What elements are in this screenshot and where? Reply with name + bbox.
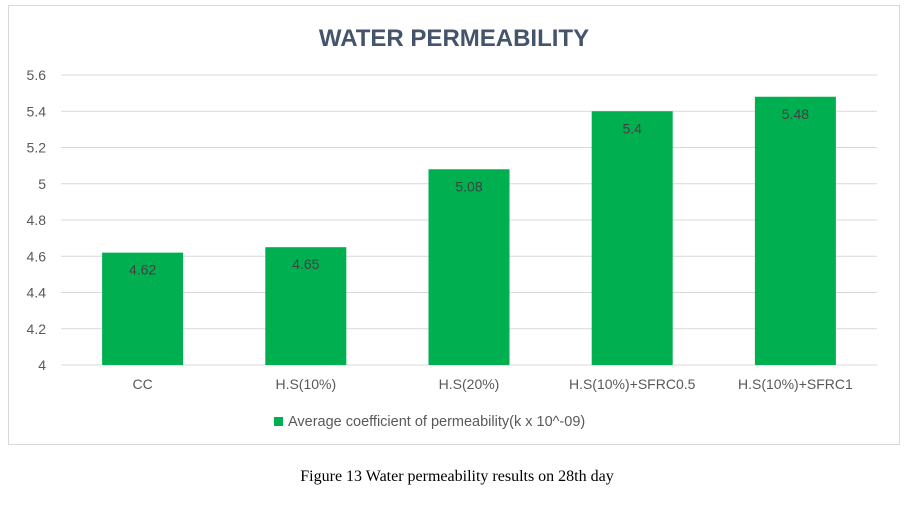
data-label: 4.62: [129, 262, 156, 278]
x-tick-label: H.S(10%)+SFRC1: [738, 376, 853, 392]
data-label: 4.65: [292, 256, 319, 272]
y-tick-label: 4: [38, 357, 46, 373]
chart-frame: WATER PERMEABILITY 4 4.2 4.4 4.6 4.8 5 5.2 5.4 5…: [8, 5, 900, 445]
x-tick-label: H.S(10%)+SFRC0.5: [569, 376, 696, 392]
bar: [428, 169, 510, 365]
y-tick-label: 4.4: [27, 285, 47, 301]
bar: [754, 96, 836, 365]
legend: Average coefficient of permeability(k x …: [274, 414, 585, 430]
y-tick-label: 5.2: [27, 140, 47, 156]
x-tick-label: H.S(20%): [439, 376, 500, 392]
data-label: 5.08: [455, 178, 482, 194]
y-tick-label: 4.8: [27, 212, 47, 228]
y-tick-label: 5: [38, 176, 46, 192]
y-tick-label: 5.4: [27, 103, 47, 119]
bar: [102, 252, 184, 365]
bar: [591, 111, 673, 365]
data-label: 5.4: [622, 120, 642, 136]
data-label: 5.48: [782, 106, 809, 122]
x-tick-label: H.S(10%): [275, 376, 336, 392]
bar: [265, 247, 347, 365]
bars: [102, 96, 836, 365]
figure-caption: Figure 13 Water permeability results on …: [300, 468, 614, 485]
y-tick-label: 4.2: [27, 321, 47, 337]
legend-label: Average coefficient of permeability(k x …: [288, 414, 585, 430]
x-axis-tick-labels: CC H.S(10%) H.S(20%) H.S(10%)+SFRC0.5 H.S(10…: [132, 376, 853, 392]
legend-swatch: [274, 417, 283, 426]
chart-title: WATER PERMEABILITY: [319, 25, 589, 52]
y-tick-label: 4.6: [27, 248, 47, 264]
bar-chart: WATER PERMEABILITY 4 4.2 4.4 4.6 4.8 5 5.2 5.4 5…: [27, 25, 877, 430]
y-tick-label: 5.6: [27, 67, 47, 83]
data-labels: 4.62 4.65 5.08 5.4 5.48: [129, 106, 809, 278]
x-tick-label: CC: [132, 376, 152, 392]
y-axis-tick-labels: 4 4.2 4.4 4.6 4.8 5 5.2 5.4 5.6: [27, 67, 47, 373]
